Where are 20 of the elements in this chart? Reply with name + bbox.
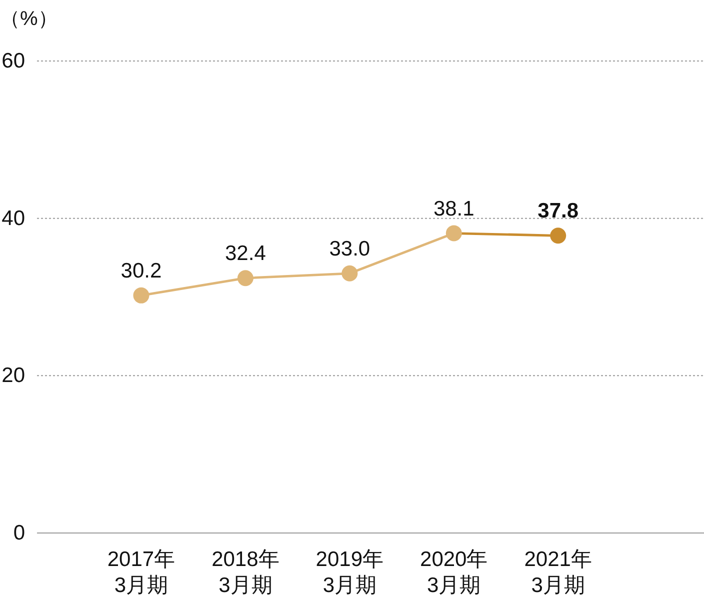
x-tick-label: 2020年 3月期	[420, 548, 488, 597]
data-label: 37.8	[538, 200, 579, 223]
x-tick-label: 2017年 3月期	[107, 548, 176, 597]
x-tick-label: 2018年 3月期	[212, 548, 280, 597]
x-tick-label: 2019年 3月期	[316, 548, 384, 597]
y-axis-title: （%）	[0, 8, 58, 30]
point	[342, 265, 358, 282]
point	[237, 270, 254, 286]
point	[446, 225, 462, 242]
y-tick-label: 20	[2, 364, 25, 388]
data-label: 30.2	[120, 259, 162, 282]
y-tick-label: 40	[2, 206, 25, 230]
point	[550, 228, 566, 244]
x-tick-label: 2021年 3月期	[524, 548, 592, 597]
y-tick-label: 60	[2, 50, 25, 72]
data-label: 38.1	[433, 197, 474, 220]
y-tick-label: 0	[13, 522, 25, 544]
point	[133, 287, 150, 304]
data-label: 32.4	[225, 242, 266, 266]
data-label: 33.0	[329, 237, 370, 260]
